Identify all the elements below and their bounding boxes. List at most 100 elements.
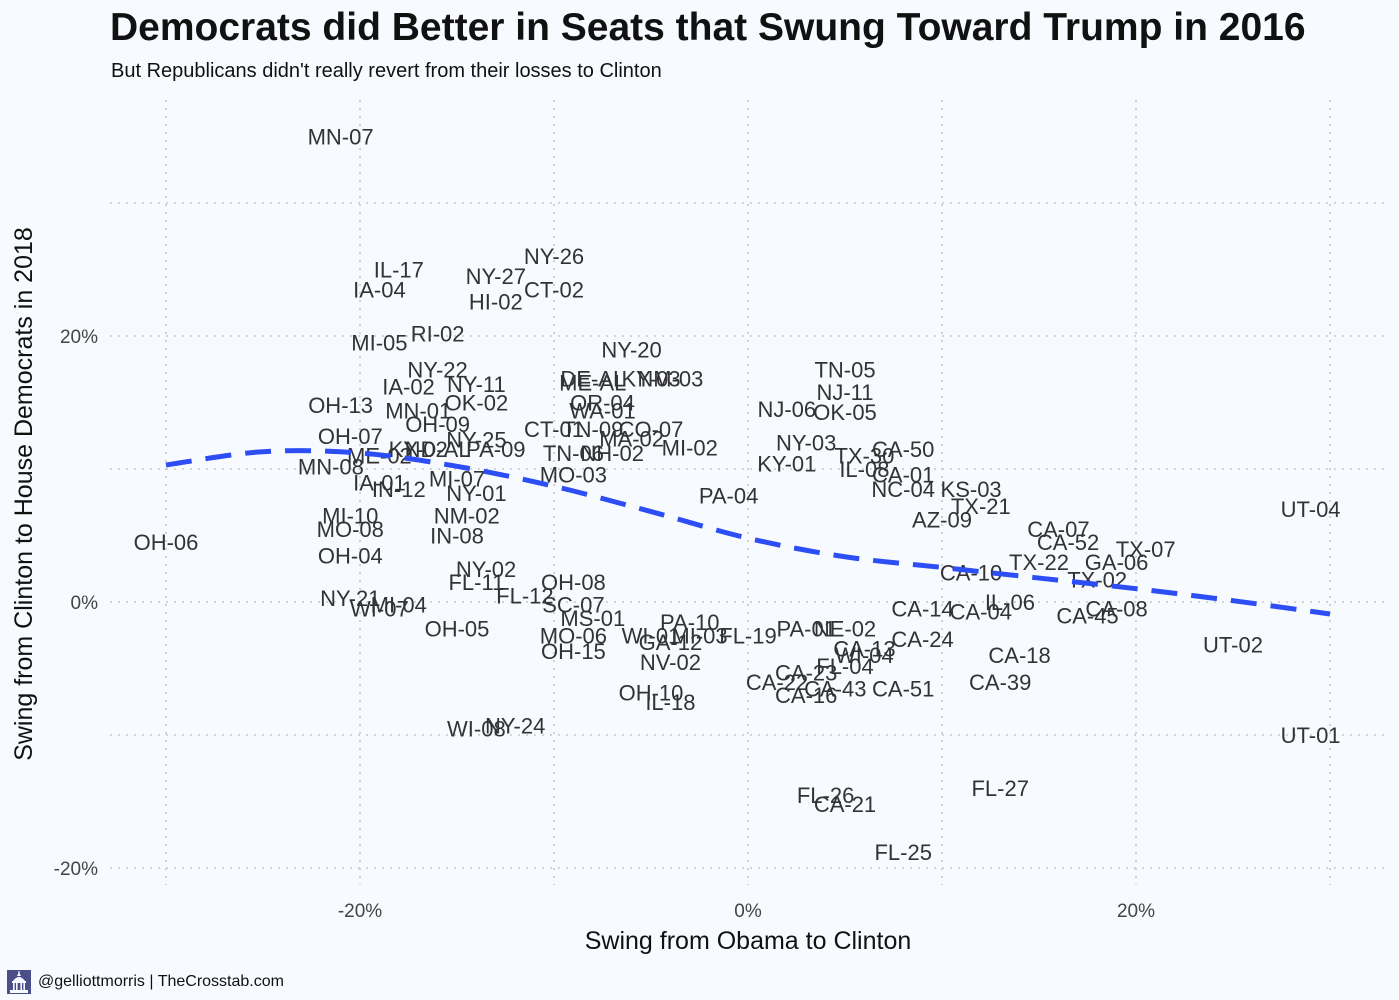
district-label: NC-04 [871, 477, 935, 502]
district-label: PA-09 [466, 437, 526, 462]
district-label: SC-07 [542, 593, 604, 618]
district-label: CT-01 [524, 417, 584, 442]
district-label: FL-19 [719, 623, 776, 648]
district-label: DE-AL [560, 367, 625, 392]
district-label: OH-06 [134, 530, 199, 555]
district-label: FL-11 [448, 570, 504, 595]
district-label: NY-22 [407, 357, 467, 382]
district-label: NY-21 [320, 586, 380, 611]
district-label: WI-07 [350, 597, 409, 622]
district-label: FL-12 [496, 583, 553, 608]
district-label: MN-08 [298, 454, 364, 479]
district-label: NY-02 [456, 557, 516, 582]
district-label: HI-02 [469, 289, 523, 314]
y-axis-label: Swing from Clinton to House Democrats in… [10, 227, 38, 761]
district-label: WA-01 [569, 398, 635, 423]
district-label: OH-07 [318, 424, 383, 449]
district-label: OK-05 [813, 400, 877, 425]
district-label: AZ-09 [912, 508, 972, 533]
district-label: CA-01 [872, 462, 934, 487]
district-label: UT-04 [1281, 497, 1341, 522]
district-label: KY-01 [757, 452, 816, 477]
district-label: CA-23 [775, 660, 837, 685]
district-label: MA-02 [599, 426, 664, 451]
district-label: MI-10 [322, 504, 378, 529]
district-label: WI-01 [622, 623, 681, 648]
district-label: UT-01 [1281, 723, 1341, 748]
district-label: KY-03 [621, 367, 680, 392]
district-label: CO-07 [619, 417, 684, 442]
district-label: MI-04 [371, 593, 427, 618]
district-label: TX-07 [1116, 537, 1176, 562]
district-label: NE-02 [814, 617, 876, 642]
district-label: MN-07 [308, 125, 374, 150]
district-label: OR-04 [570, 391, 635, 416]
x-axis-ticks: -20% 0% 20% [338, 901, 1155, 922]
district-label: CA-04 [950, 599, 1012, 624]
district-label: IN-12 [372, 477, 426, 502]
district-label: RI-02 [411, 321, 465, 346]
district-label: NY-27 [466, 264, 526, 289]
district-label: MN-01 [385, 398, 451, 423]
district-label: NY-24 [485, 714, 545, 739]
district-label: NH-02 [580, 441, 644, 466]
district-label: MO-03 [540, 462, 607, 487]
district-label: NY-03 [776, 430, 836, 455]
footer-credit: @gelliottmorris | TheCrosstab.com [38, 973, 284, 990]
district-label: OH-15 [541, 639, 606, 664]
district-label: MI-07 [429, 466, 485, 491]
x-tick-label: 0% [734, 901, 762, 922]
district-label: CA-21 [814, 792, 876, 817]
district-label: UT-02 [1203, 633, 1263, 658]
district-label: NY-20 [601, 337, 661, 362]
district-label: WI-04 [835, 643, 894, 668]
district-label: FL-27 [971, 776, 1028, 801]
district-label: CA-45 [1056, 603, 1118, 628]
district-label: IL-06 [985, 590, 1035, 615]
district-label: IA-02 [382, 375, 435, 400]
district-label: TN-05 [814, 357, 875, 382]
x-tick-label: 20% [1117, 901, 1155, 922]
district-label: OH-13 [308, 393, 373, 418]
district-label: MS-01 [560, 606, 625, 631]
capitol-building-icon [7, 970, 31, 994]
district-label: GA-06 [1085, 550, 1149, 575]
district-label: CA-16 [775, 683, 837, 708]
district-label: CA-18 [988, 643, 1050, 668]
district-label: CT-02 [524, 277, 584, 302]
district-label: MO-08 [317, 517, 384, 542]
district-label: NY-25 [446, 428, 506, 453]
district-label: MI-02 [662, 436, 718, 461]
trend-line [165, 448, 1331, 617]
district-label: OH-09 [405, 412, 470, 437]
district-label: CA-50 [872, 437, 934, 462]
district-label: CA-22 [746, 670, 808, 695]
district-label: TX-22 [1009, 550, 1069, 575]
district-label: NY-11 [447, 372, 506, 397]
district-label: NM-02 [434, 504, 500, 529]
district-label: NY-01 [446, 481, 506, 506]
district-label: MI-05 [351, 331, 407, 356]
district-label: MO-06 [540, 623, 607, 648]
district-label: OH-05 [425, 617, 490, 642]
district-label: FL-04 [816, 654, 873, 679]
district-label: OK-02 [445, 391, 509, 416]
district-label: IA-04 [353, 277, 406, 302]
district-label: KS-03 [941, 477, 1002, 502]
y-tick-label: 20% [60, 327, 98, 348]
x-axis-label: Swing from Obama to Clinton [585, 927, 912, 955]
y-tick-label: -20% [54, 859, 98, 880]
district-label: CA-39 [969, 670, 1031, 695]
y-axis-ticks: -20% 0% 20% [54, 327, 98, 880]
district-label: PA-01 [776, 617, 836, 642]
district-label: NJ-11 [816, 380, 873, 405]
district-label: CA-52 [1037, 530, 1099, 555]
district-label: OH-04 [318, 543, 383, 568]
district-label: PA-10 [660, 610, 720, 635]
district-label: NM-03 [637, 367, 703, 392]
district-label: IL-17 [374, 258, 424, 283]
district-label: CA-43 [804, 676, 866, 701]
district-label: IN-08 [430, 524, 484, 549]
district-label: CA-08 [1085, 597, 1147, 622]
